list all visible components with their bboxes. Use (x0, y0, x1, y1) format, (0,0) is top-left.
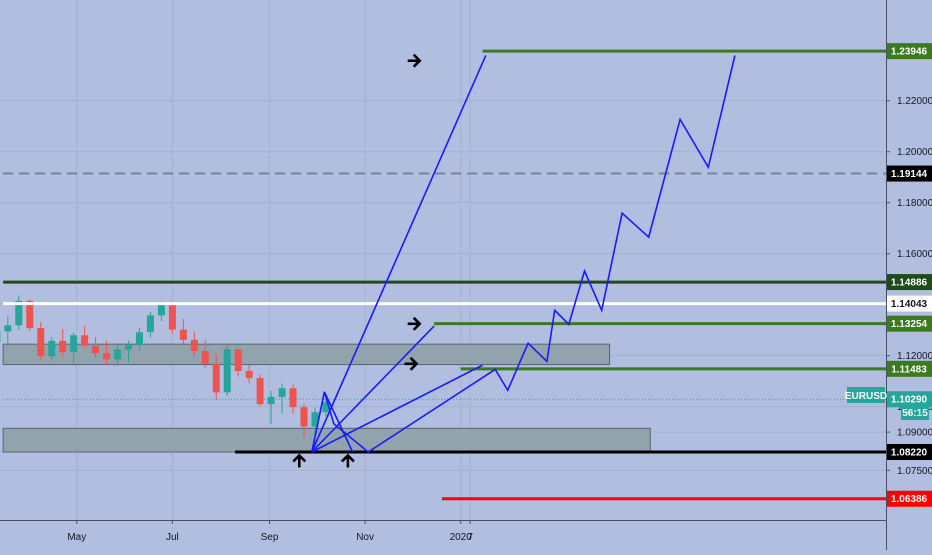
candle-body (290, 388, 297, 407)
symbol-label: EURUSD (845, 391, 887, 402)
x-tick-label: May (67, 532, 86, 543)
countdown-label: 56:15 (902, 408, 928, 419)
y-tick-label: 1.07500 (897, 466, 932, 477)
candle-body (59, 341, 66, 352)
candle-body (224, 349, 231, 392)
stop-level-tag-label: 1.06386 (891, 494, 928, 505)
candle-body (92, 346, 99, 353)
x-tick-label: Sep (261, 532, 279, 543)
candle-body (246, 371, 253, 378)
x-tick-label: Nov (356, 532, 374, 543)
candle-body (202, 351, 209, 364)
zone-rect (3, 428, 650, 452)
candle-body (279, 388, 286, 397)
candle-body (191, 340, 198, 351)
candle-body (81, 335, 88, 345)
candle-body (48, 341, 55, 356)
candle-body (268, 397, 275, 404)
lower-mid-level-tag-label: 1.11483 (891, 364, 927, 375)
candle-body (125, 345, 132, 349)
current-price-tag-label: 1.10290 (891, 395, 928, 406)
candle-body (213, 364, 220, 393)
x-tick-label: 7 (467, 532, 473, 543)
candle-body (103, 353, 110, 359)
white-level-tag-label: 1.14043 (891, 299, 928, 310)
dashed-level-tag-label: 1.19144 (891, 169, 928, 180)
candle-body (136, 332, 143, 345)
candle-body (4, 325, 11, 331)
candle-body (235, 349, 242, 371)
candle-body (70, 335, 77, 352)
candle-body (114, 350, 121, 360)
candle-body (300, 407, 307, 426)
y-tick-label: 1.12000 (897, 351, 932, 362)
candle-body (180, 330, 187, 340)
candle-body (158, 305, 165, 315)
y-tick-label: 1.16000 (897, 249, 932, 260)
candle-body (169, 305, 176, 329)
candle-body (147, 315, 154, 332)
resistance-level-tag-label: 1.14886 (891, 278, 928, 289)
y-tick-label: 1.18000 (897, 198, 932, 209)
upper-mid-level-tag-label: 1.13254 (891, 319, 928, 330)
candle-body (37, 328, 44, 356)
y-tick-label: 1.22000 (897, 96, 932, 107)
y-tick-label: 1.20000 (897, 147, 932, 158)
candle-body (257, 378, 264, 404)
target-level-tag-label: 1.23946 (891, 47, 928, 58)
x-tick-label: Jul (166, 532, 179, 543)
y-tick-label: 1.09000 (897, 428, 932, 439)
support-level-tag-label: 1.08220 (891, 448, 928, 459)
